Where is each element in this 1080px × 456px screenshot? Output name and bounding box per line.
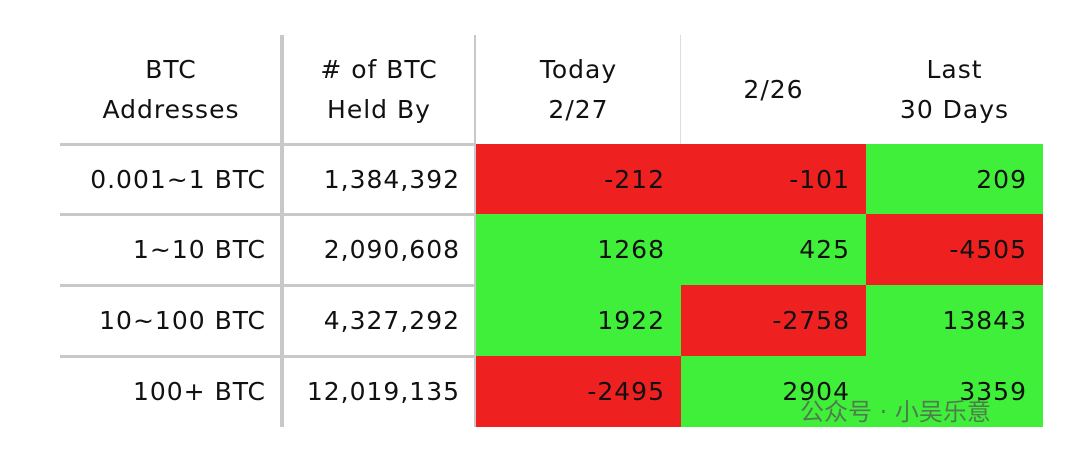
- holders-cell: 12,019,135: [306, 377, 460, 406]
- column-header: Today 2/27: [476, 35, 681, 144]
- change-cell: -2495: [476, 356, 681, 427]
- column-header: Last 30 Days: [866, 35, 1043, 144]
- header-line: 2/26: [743, 74, 804, 104]
- divider: [474, 35, 476, 427]
- header-line: Held By: [327, 94, 431, 124]
- watermark: 公众号 · 小吴乐意: [800, 398, 991, 426]
- change-cell: 1268: [476, 214, 681, 285]
- header-line: Today: [539, 54, 618, 84]
- change-cell: -4505: [866, 214, 1043, 285]
- column-header: # of BTC Held By: [282, 35, 476, 144]
- column-header: BTC Addresses: [60, 35, 282, 144]
- change-cell: 2904: [681, 356, 866, 427]
- row-label: 0.001~1 BTC: [90, 164, 266, 194]
- holders-cell: 1,384,392: [323, 164, 460, 194]
- divider: [680, 35, 681, 144]
- header-line: # of BTC: [320, 54, 438, 84]
- header-line: BTC: [145, 54, 197, 84]
- header-line: 2/27: [548, 94, 609, 124]
- header-line: 30 Days: [899, 94, 1010, 124]
- change-cell: 3359: [866, 356, 1043, 427]
- row-label: 100+ BTC: [132, 377, 266, 406]
- header-line: Last: [926, 54, 983, 84]
- change-cell: 209: [866, 144, 1043, 214]
- divider: [280, 35, 284, 427]
- change-cell: -2758: [681, 285, 866, 356]
- change-cell: 13843: [866, 285, 1043, 356]
- change-cell: 425: [681, 214, 866, 285]
- row-label: 10~100 BTC: [99, 306, 266, 335]
- row-divider: [60, 355, 474, 358]
- column-header: 2/26: [681, 35, 866, 144]
- holders-cell: 2,090,608: [323, 235, 460, 264]
- row-divider: [60, 143, 474, 146]
- change-cell: 1922: [476, 285, 681, 356]
- holders-cell: 4,327,292: [323, 306, 460, 335]
- row-divider: [60, 213, 474, 216]
- row-label: 1~10 BTC: [132, 235, 266, 264]
- row-divider: [60, 284, 474, 287]
- change-cell: -101: [681, 144, 866, 214]
- header-line: Addresses: [102, 94, 240, 124]
- change-cell: -212: [476, 144, 681, 214]
